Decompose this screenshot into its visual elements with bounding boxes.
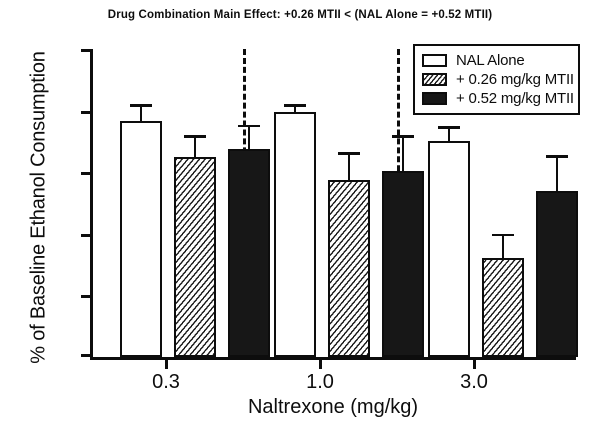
- legend-swatch-open-icon: [422, 54, 447, 67]
- legend-swatch-hatch-icon: [422, 73, 447, 86]
- x-tick-label-2: 3.0: [460, 371, 488, 393]
- bar-g2-s2: [536, 190, 578, 357]
- chart-title: Drug Combination Main Effect: +0.26 MTII…: [107, 9, 493, 21]
- y-tick-100: [81, 49, 90, 52]
- error-cap-g1-s1: [337, 152, 360, 155]
- error-stem-g1-s0: [293, 104, 297, 113]
- bar-g0-s0: [120, 121, 162, 357]
- y-tick-0: [81, 354, 90, 357]
- error-stem-g2-s2: [555, 155, 559, 191]
- x-tick-1: [319, 360, 322, 369]
- y-tick-80: [81, 110, 90, 114]
- error-cap-g2-s1: [491, 233, 514, 237]
- x-tick-label-0: 0.3: [152, 371, 180, 393]
- y-axis-label: % of Baseline Ethanol Consumption: [27, 51, 50, 364]
- x-tick-2: [473, 360, 476, 369]
- bar-g0-s1: [174, 156, 216, 357]
- plot-area: 100 80 60 40 20 0 0.3 1.0 3.0: [81, 49, 578, 393]
- legend-item-mtii-052: + 0.52 mg/kg MTII: [422, 89, 574, 108]
- error-cap-g0-s0: [129, 104, 152, 107]
- x-tick-0: [165, 360, 168, 369]
- legend-swatch-filled-icon: [422, 92, 447, 105]
- error-stem-g2-s0: [447, 126, 451, 142]
- legend-label-1: + 0.26 mg/kg MTII: [456, 71, 574, 88]
- bar-g1-s0: [274, 112, 316, 357]
- y-tick-40: [81, 233, 90, 237]
- legend: NAL Alone + 0.26 mg/kg MTII + 0.52 mg/kg…: [413, 44, 580, 115]
- error-stem-g1-s2: [401, 135, 405, 171]
- bar-g2-s0: [428, 141, 470, 357]
- error-cap-g1-s2: [391, 135, 414, 138]
- x-axis-label: Naltrexone (mg/kg): [247, 396, 419, 418]
- error-stem-g0-s0: [139, 104, 143, 122]
- error-cap-g0-s1: [183, 135, 206, 138]
- legend-label-0: NAL Alone: [456, 52, 525, 69]
- bar-g1-s1: [328, 179, 370, 357]
- error-stem-g2-s1: [501, 233, 505, 259]
- bar-g2-s1: [482, 258, 524, 357]
- error-stem-g1-s1: [347, 152, 351, 180]
- legend-item-mtii-026: + 0.26 mg/kg MTII: [422, 70, 574, 89]
- error-cap-g2-s2: [545, 155, 568, 158]
- y-tick-20: [81, 295, 90, 299]
- bar-g1-s2: [382, 170, 424, 357]
- legend-item-nal-alone: NAL Alone: [422, 51, 572, 70]
- legend-label-2: + 0.52 mg/kg MTII: [456, 90, 574, 107]
- y-axis-line: [90, 49, 93, 357]
- error-stem-g0-s2: [247, 124, 251, 150]
- error-cap-g2-s0: [437, 126, 460, 129]
- error-stem-g0-s1: [193, 135, 197, 157]
- bar-g0-s2: [228, 149, 270, 357]
- error-cap-g0-s2: [237, 124, 260, 128]
- x-axis-line: [90, 357, 576, 360]
- x-tick-label-1: 1.0: [306, 371, 334, 393]
- y-tick-60: [81, 172, 90, 176]
- error-cap-g1-s0: [283, 104, 306, 107]
